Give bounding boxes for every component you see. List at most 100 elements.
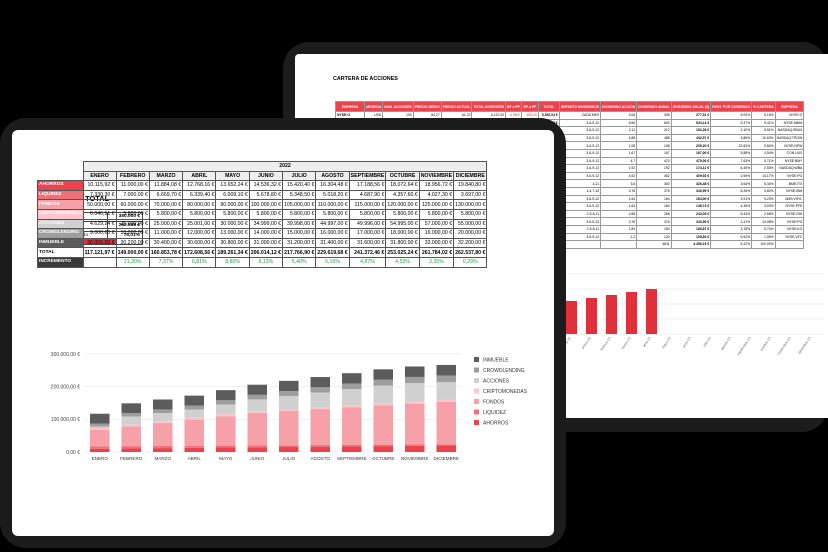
table-cell: 1,84 bbox=[600, 224, 638, 234]
table-cell: 8,26% bbox=[710, 186, 753, 196]
bar-segment bbox=[89, 423, 110, 427]
column-header: NUM. ACCIONES bbox=[382, 101, 414, 112]
front-sheet-screen: PATRIMONIO TOTAL Patrimonio objetivo350.… bbox=[12, 130, 554, 536]
bar-segment bbox=[184, 409, 205, 418]
table-cell: 189.261,34 € bbox=[215, 247, 250, 258]
bar-segment bbox=[215, 400, 236, 405]
table-cell: 262.537,80 € bbox=[453, 247, 488, 258]
table-cell: 5.018,20 € bbox=[315, 189, 350, 201]
bar-segment bbox=[247, 410, 268, 413]
column-header: RENT. POR DIVIDENDO bbox=[710, 101, 753, 112]
table-cell: 7,37% bbox=[148, 256, 184, 268]
table-cell: 31.400,00 € bbox=[315, 237, 350, 249]
bar-segment bbox=[310, 409, 331, 446]
bar-segment bbox=[373, 446, 394, 452]
sheet-title: CARTERA DE ACCIONES bbox=[333, 76, 398, 82]
column-header: DIVIDENDO ACCIÓN bbox=[600, 101, 638, 112]
table-cell: NYSE:PG bbox=[774, 217, 805, 226]
table-cell: 6.669,70 € bbox=[148, 189, 184, 201]
bar-segment bbox=[404, 383, 425, 402]
table-cell: 261.784,02 € bbox=[418, 247, 455, 258]
bar bbox=[566, 301, 577, 334]
table-cell: 32.000,00 € bbox=[418, 237, 455, 249]
bar-segment bbox=[152, 413, 173, 422]
table-cell: 30.800,00 € bbox=[215, 237, 250, 249]
legend-label: CRIPTOMONEDAS bbox=[483, 389, 528, 395]
bar-segment bbox=[373, 379, 394, 386]
row-label: LIQUIDEZ bbox=[37, 189, 84, 201]
table-cell: 243,05 € bbox=[670, 209, 712, 219]
table-cell: 360 bbox=[636, 179, 672, 188]
table-cell: 253.025,24 € bbox=[385, 247, 420, 258]
bar-segment bbox=[184, 447, 205, 452]
x-tick-label: NOVIEMBRE bbox=[401, 456, 429, 461]
table-cell: 205,20 € bbox=[670, 141, 712, 150]
table-cell: 212 bbox=[636, 126, 672, 135]
bar-segment bbox=[247, 445, 268, 448]
table-cell: 4,52 bbox=[600, 171, 638, 181]
bar-segment bbox=[121, 416, 142, 425]
table-cell: 30.400,00 € bbox=[148, 237, 184, 249]
table-cell: 14,17% bbox=[751, 171, 776, 181]
table-cell: 442,57 € bbox=[670, 133, 712, 143]
bar-segment bbox=[215, 390, 236, 401]
table-cell: 5,22% bbox=[710, 240, 753, 249]
table-cell: 14.536,32 € bbox=[248, 180, 284, 191]
bar-segment bbox=[247, 412, 268, 446]
tick-label: agosto-23 bbox=[720, 336, 732, 351]
table-cell: NASDAQ:TROW bbox=[774, 133, 805, 143]
table-cell: 70.000,00 € bbox=[148, 199, 184, 210]
bar-segment bbox=[184, 419, 205, 446]
table-cell: 34.999,00 € bbox=[248, 218, 284, 230]
bar-segment bbox=[310, 407, 331, 410]
table-cell: 3,06 bbox=[600, 111, 638, 120]
x-tick-label: MARZO bbox=[154, 456, 171, 461]
column-header: REPARTO DIVIDENDOS bbox=[558, 101, 602, 112]
table-cell: 3,91% bbox=[710, 194, 753, 204]
table-cell: 4.629,24 € bbox=[82, 218, 117, 230]
dividend-mini-chart: noviembre-22diciembre-22enero-23febrero-… bbox=[545, 273, 825, 356]
bar-segment bbox=[436, 381, 457, 400]
table-cell: 30.000,00 € bbox=[82, 237, 117, 249]
table-cell: 167 bbox=[636, 148, 672, 158]
table-cell: 340,99 € bbox=[670, 186, 712, 196]
x-tick-label: ABRIL bbox=[188, 456, 202, 461]
table-cell: 4,88 bbox=[600, 133, 638, 143]
total-row: TOTAL 117.121,97 €149.000,00 €160.853,78 … bbox=[37, 247, 488, 258]
legend-swatch bbox=[474, 409, 479, 415]
bar-segment bbox=[247, 394, 268, 400]
bar-segment bbox=[152, 409, 173, 414]
table-row: INMUEBLE 30.000,00 €30.200,00 €30.400,00 … bbox=[37, 237, 488, 249]
y-tick-label: 100.000,00 € bbox=[51, 417, 80, 423]
tick-label: febrero-23 bbox=[600, 336, 612, 351]
legend-label: AHORROS bbox=[483, 420, 509, 426]
table-cell bbox=[82, 256, 117, 268]
table-cell: 30.200,00 € bbox=[115, 237, 150, 249]
column-header: BF o PF bbox=[505, 101, 522, 112]
x-tick-label: DICIEMBRE bbox=[433, 456, 459, 461]
table-cell: 13,08% bbox=[751, 217, 776, 226]
table-cell: 9,41% bbox=[751, 118, 776, 128]
bar-segment bbox=[121, 403, 142, 414]
table-cell: 4,54% bbox=[751, 148, 776, 158]
table-cell: 11.884,08 € bbox=[148, 180, 184, 191]
table-cell: 6.009,10 € bbox=[215, 189, 250, 201]
table-cell: 5,16% bbox=[315, 256, 350, 268]
bar-segment bbox=[341, 389, 362, 406]
tick-label: junio-23 bbox=[681, 336, 692, 349]
month-header: ENERO bbox=[82, 170, 117, 182]
column-header: EMPRESA bbox=[774, 101, 805, 112]
table-cell: 32.200,00 € bbox=[453, 237, 488, 249]
table-cell: AMS:VHYL bbox=[774, 194, 805, 204]
row-label: CROWDLENDING bbox=[37, 228, 84, 239]
table-cell: 115.000,00 € bbox=[348, 199, 387, 210]
bar-segment bbox=[247, 447, 268, 452]
table-cell: 30.000,00 € bbox=[215, 218, 250, 230]
row-label: AHORROS bbox=[37, 180, 84, 191]
table-cell: NYSE:MMM bbox=[774, 118, 805, 128]
column-header: BF o PF bbox=[520, 101, 539, 112]
table-header-row: EMPRESA MONEDA NUM. ACCIONES PRECIO MEDIO PR… bbox=[334, 101, 805, 112]
table-cell: 5.800,00 € bbox=[418, 208, 455, 220]
legend-swatch bbox=[474, 399, 479, 404]
table-cell: 100,00% bbox=[751, 240, 776, 249]
